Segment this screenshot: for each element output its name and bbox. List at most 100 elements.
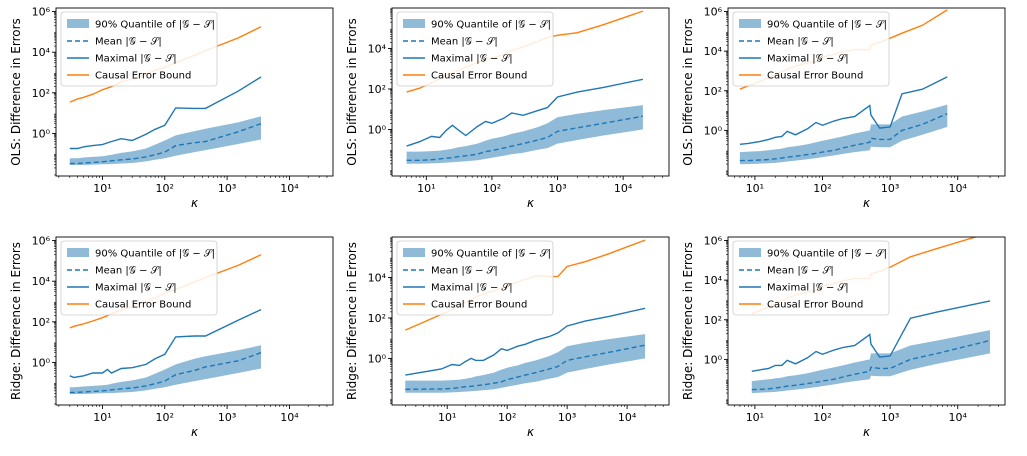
legend-entry: Maximal |𝒢 − 𝒮| — [431, 54, 513, 65]
legend-band-swatch — [403, 19, 425, 28]
x-axis-label: κ — [863, 425, 871, 439]
y-tick-label: 10⁰ — [32, 356, 51, 369]
x-tick-label: 10³ — [881, 182, 899, 195]
x-tick-label: 10¹ — [438, 411, 456, 424]
legend-entry: Mean |𝒢 − 𝒮| — [95, 266, 162, 277]
x-tick-label: 10¹ — [746, 411, 764, 424]
maximal-line — [406, 78, 644, 147]
panel-r2-c3: 10¹ 10² 10³ 10⁴ 10⁰ 10² 10⁴ 10⁶ κ Ridge: Differen… — [681, 234, 1006, 439]
legend: 90% Quantile of |𝒢 − 𝒮| Mean |𝒢 − 𝒮| Maxim… — [396, 11, 554, 87]
x-axis-label: κ — [863, 196, 871, 210]
maximal-line — [739, 76, 948, 145]
legend-frame — [396, 240, 554, 316]
y-tick-label: 10⁴ — [368, 271, 387, 284]
legend-entry: Causal Error Bound — [431, 71, 527, 82]
x-tick-label: 10⁴ — [618, 411, 637, 424]
legend-entry: Causal Error Bound — [95, 300, 191, 311]
x-tick-label: 10⁴ — [949, 182, 968, 195]
quantile-band — [405, 334, 646, 393]
y-tick-label: 10⁴ — [704, 45, 723, 58]
quantile-band — [406, 105, 643, 164]
y-tick-label: 10² — [32, 316, 50, 329]
y-tick-label: 10⁴ — [32, 46, 51, 59]
y-tick-label: 10⁴ — [32, 275, 51, 288]
y-axis-label: Ridge: Difference in Errors — [681, 242, 695, 400]
legend-entry: Maximal |𝒢 − 𝒮| — [431, 283, 513, 294]
x-tick-label: 10² — [156, 411, 174, 424]
legend-entry: Maximal |𝒢 − 𝒮| — [767, 283, 849, 294]
legend-entry: Maximal |𝒢 − 𝒮| — [95, 54, 177, 65]
y-axis-label: Ridge: Difference in Errors — [9, 242, 23, 400]
legend-entry: Causal Error Bound — [767, 300, 863, 311]
legend: 90% Quantile of |𝒢 − 𝒮| Mean |𝒢 − 𝒮| Maxim… — [732, 240, 890, 316]
legend-entry: Maximal |𝒢 − 𝒮| — [767, 54, 849, 65]
legend-frame — [60, 11, 218, 87]
legend-entry: Mean |𝒢 − 𝒮| — [431, 266, 498, 277]
x-tick-label: 10⁴ — [280, 411, 299, 424]
legend-entry: 90% Quantile of |𝒢 − 𝒮| — [431, 249, 551, 260]
panel-r2-c1: 10¹ 10² 10³ 10⁴ 10⁰ 10² 10⁴ 10⁶ κ Ridge: Differen… — [9, 235, 334, 439]
x-tick-label: 10³ — [218, 411, 236, 424]
maximal-line — [69, 76, 262, 150]
y-tick-label: 10² — [704, 314, 722, 327]
legend-entry: Causal Error Bound — [767, 71, 863, 82]
legend-entry: Causal Error Bound — [95, 71, 191, 82]
panel-r1-c3: 10¹ 10² 10³ 10⁴ 10⁰ 10² 10⁴ 10⁶ κ OLS: Difference… — [681, 5, 1006, 210]
y-tick-label: 10⁰ — [368, 123, 387, 136]
axes-frame — [727, 7, 1006, 177]
x-tick-label: 10¹ — [93, 411, 111, 424]
mean-line — [406, 115, 644, 161]
y-axis-label: Ridge: Difference in Errors — [345, 242, 359, 400]
x-tick-label: 10¹ — [417, 182, 435, 195]
x-axis-label: κ — [191, 425, 199, 439]
legend-entry: 90% Quantile of |𝒢 − 𝒮| — [767, 249, 887, 260]
legend-entry: 90% Quantile of |𝒢 − 𝒮| — [95, 20, 215, 31]
y-tick-label: 10² — [32, 87, 50, 100]
legend-frame — [732, 240, 890, 316]
maximal-line — [751, 300, 991, 372]
x-tick-label: 10² — [498, 411, 516, 424]
quantile-band — [739, 104, 948, 165]
legend-frame — [732, 11, 890, 87]
x-tick-label: 10² — [813, 182, 831, 195]
mean-line — [69, 352, 262, 394]
maximal-line — [69, 308, 262, 379]
x-tick-label: 10⁴ — [949, 411, 968, 424]
y-tick-label: 10² — [368, 312, 386, 325]
panel-r2-c2: 10¹ 10² 10³ 10⁴ 10⁰ 10² 10⁴ κ Ridge: Difference … — [345, 236, 670, 439]
y-tick-label: 10⁶ — [32, 235, 51, 248]
mean-line — [405, 344, 646, 390]
y-tick-label: 10⁶ — [32, 6, 51, 19]
quantile-band — [69, 116, 261, 165]
legend: 90% Quantile of |𝒢 − 𝒮| Mean |𝒢 − 𝒮| Maxim… — [60, 11, 218, 87]
panel-r1-c1: 10¹ 10² 10³ 10⁴ 10⁰ 10² 10⁴ 10⁶ κ OLS: Difference… — [9, 6, 334, 210]
panel-r1-c2: 10¹ 10² 10³ 10⁴ 10⁰ 10² 10⁴ κ OLS: Difference in… — [345, 7, 670, 210]
y-tick-label: 10² — [704, 85, 722, 98]
legend-entry: 90% Quantile of |𝒢 − 𝒮| — [767, 20, 887, 31]
y-tick-label: 10⁴ — [704, 274, 723, 287]
y-tick-label: 10⁰ — [368, 352, 387, 365]
x-tick-label: 10¹ — [93, 182, 111, 195]
y-tick-label: 10⁶ — [704, 5, 723, 18]
y-axis-label: OLS: Difference in Errors — [681, 18, 695, 166]
y-axis-label: OLS: Difference in Errors — [9, 18, 23, 166]
x-tick-label: 10² — [156, 182, 174, 195]
mean-line — [751, 339, 991, 391]
y-tick-label: 10⁶ — [704, 234, 723, 247]
y-tick-label: 10⁰ — [32, 127, 51, 140]
axes-frame — [727, 236, 1006, 406]
legend-entry: Mean |𝒢 − 𝒮| — [431, 37, 498, 48]
legend-band-swatch — [739, 248, 761, 257]
y-axis-label: OLS: Difference in Errors — [345, 18, 359, 166]
x-tick-label: 10³ — [548, 182, 566, 195]
legend-entry: Maximal |𝒢 − 𝒮| — [95, 283, 177, 294]
mean-line — [69, 123, 262, 165]
x-tick-label: 10³ — [218, 182, 236, 195]
legend-entry: 90% Quantile of |𝒢 − 𝒮| — [431, 20, 551, 31]
legend-band-swatch — [739, 19, 761, 28]
legend-entry: Mean |𝒢 − 𝒮| — [95, 37, 162, 48]
legend-band-swatch — [403, 248, 425, 257]
x-tick-label: 10⁴ — [280, 182, 299, 195]
y-tick-label: 10² — [368, 83, 386, 96]
